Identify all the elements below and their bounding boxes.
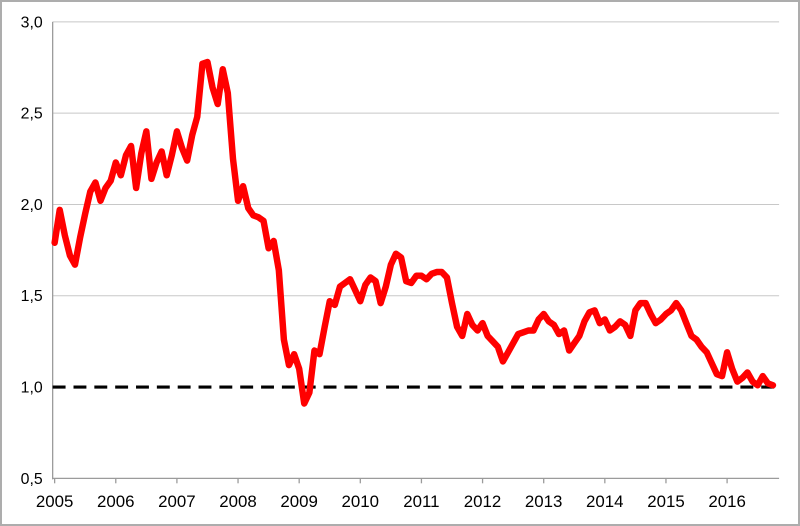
x-tick-label-2008: 2008: [219, 492, 257, 511]
x-tick-label-2010: 2010: [342, 492, 380, 511]
y-tick-label-2-5: 2,5: [21, 106, 43, 123]
x-tick-label-2015: 2015: [647, 492, 685, 511]
series-group: [51, 58, 777, 407]
x-tick-label-2013: 2013: [525, 492, 563, 511]
x-tick-label-2016: 2016: [708, 492, 746, 511]
y-axis-labels-group: 3,0 2,5 2,0 1,5 1,0 0,5: [21, 14, 43, 488]
y-tick-label-3-0: 3,0: [21, 14, 43, 31]
x-tick-label-2011: 2011: [403, 492, 439, 511]
axes-group: [52, 21, 780, 484]
x-tick-label-2006: 2006: [97, 492, 135, 511]
y-tick-label-0-5: 0,5: [21, 471, 43, 488]
x-axis-labels-group: 2005 2006 2007 2008 2009 2010 2011 2012 2013 2014…: [36, 492, 746, 511]
series-line-ratio-series: [51, 58, 777, 407]
y-tick-label-2-0: 2,0: [21, 197, 43, 214]
x-tick-label-2014: 2014: [586, 492, 624, 511]
x-tick-label-2005: 2005: [36, 492, 74, 511]
y-tick-label-1-5: 1,5: [21, 288, 43, 305]
y-tick-label-1-0: 1,0: [21, 380, 43, 397]
x-tick-label-2007: 2007: [158, 492, 196, 511]
gridlines-group: [52, 21, 780, 297]
x-tick-label-2012: 2012: [464, 492, 502, 511]
x-tick-label-2009: 2009: [280, 492, 318, 511]
